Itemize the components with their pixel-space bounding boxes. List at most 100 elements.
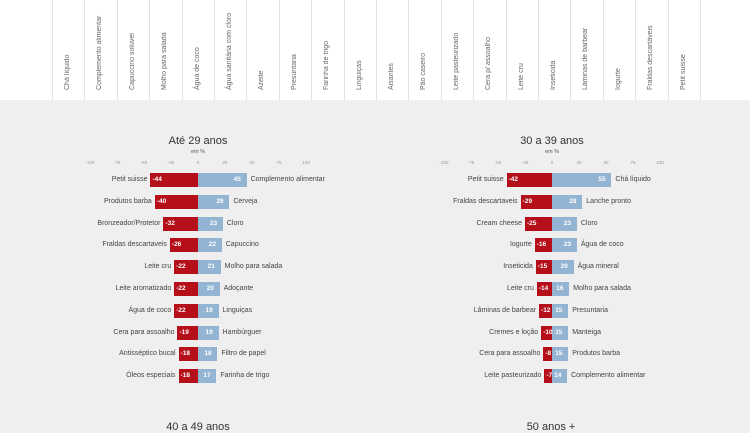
axis-tick-label: 0 xyxy=(196,160,200,165)
category-label-positive: Adoçante xyxy=(223,285,254,292)
bar-positive-value: 21 xyxy=(207,263,215,271)
bar-positive xyxy=(552,303,569,318)
top-grid-line xyxy=(505,0,507,100)
category-label-negative: Iogurte xyxy=(509,241,532,249)
category-label-positive: Hambúrguer xyxy=(222,328,262,336)
bar-positive-value: 15 xyxy=(555,350,563,358)
category-label-negative: Produtos barba xyxy=(103,197,152,205)
bar-negative xyxy=(174,282,198,296)
category-label-positive: Molho para salada xyxy=(573,285,631,292)
top-label: Chá líquido xyxy=(64,54,71,90)
bar-negative-value: -22 xyxy=(176,285,186,292)
bar-negative-value: -22 xyxy=(176,263,186,271)
axis-tick-label: -100 xyxy=(439,160,449,165)
bar-negative xyxy=(525,216,552,231)
category-label-positive: Complemento alimentar xyxy=(571,372,646,380)
category-label-negative: Fraldas descartaveis xyxy=(102,241,167,249)
top-grid-line xyxy=(214,0,215,100)
category-label-positive: Presuntaria xyxy=(572,306,608,314)
category-label-positive: Produtos barba xyxy=(572,350,621,358)
axis-tick-label: 75 xyxy=(630,160,636,165)
top-label: Inseticida xyxy=(550,60,557,90)
top-axis-panel: Chá líquido Complemento alimentar Capuccin… xyxy=(0,0,750,100)
axis-tick-label: -100 xyxy=(85,160,95,165)
bar-positive xyxy=(198,325,219,340)
top-label: Água sanitária com cloro xyxy=(226,12,233,90)
bar-positive xyxy=(552,194,583,209)
axis-tick-label: -75 xyxy=(467,160,475,165)
bar-negative-value: -14 xyxy=(538,285,549,292)
bar-negative xyxy=(174,260,198,275)
bar-negative xyxy=(154,194,198,209)
top-grid-line xyxy=(116,0,118,100)
category-label-positive: Cloro xyxy=(580,219,598,227)
bar-positive-value: 22 xyxy=(208,241,216,249)
bar-positive xyxy=(552,325,569,340)
top-label: Farinha de trigo xyxy=(323,40,331,90)
top-label: Fraldas descartáveis xyxy=(647,25,655,90)
bar-negative xyxy=(178,347,198,362)
chart-title: Até 29 anos xyxy=(168,135,228,147)
chart-subtitle: em % xyxy=(190,149,206,155)
top-label: Iogurte xyxy=(614,68,622,90)
bar-negative-value: -15 xyxy=(537,263,548,271)
axis-tick-label: 50 xyxy=(603,160,609,165)
top-label: Azeite xyxy=(258,70,266,90)
top-label: Petit suisse xyxy=(679,54,687,90)
bar-negative-value: -18 xyxy=(180,350,190,358)
top-label: Complemento alimentar xyxy=(96,15,104,90)
bar-positive xyxy=(198,194,230,209)
bar-positive-value: 15 xyxy=(555,306,563,314)
axis-tick-label: 0 xyxy=(550,160,554,165)
category-label-negative: Cremes e loção xyxy=(489,328,539,336)
bar-positive-value: 16 xyxy=(556,285,564,292)
bar-positive-value: 23 xyxy=(209,219,218,227)
bar-positive xyxy=(552,260,574,275)
top-grid-line xyxy=(538,0,539,100)
axis-tick-label: -50 xyxy=(140,160,148,165)
bar-positive-value: 19 xyxy=(205,306,213,314)
category-label-negative: Leite cru xyxy=(144,263,172,271)
category-label-positive: Água mineral xyxy=(577,263,619,271)
top-label: Leite pasteurizado xyxy=(452,32,460,90)
bar-negative xyxy=(543,347,552,362)
bar-positive xyxy=(198,303,219,318)
top-grid-line xyxy=(181,0,183,100)
next-chart-title-right: 50 anos + xyxy=(526,421,576,433)
bar-negative xyxy=(178,369,198,384)
bar-negative-value: -10 xyxy=(543,328,553,336)
top-label: Linguiças xyxy=(355,60,363,90)
category-label-positive: Água de coco xyxy=(580,241,624,249)
top-grid-line xyxy=(149,0,151,100)
bar-negative xyxy=(539,303,552,318)
axis-tick-label: -50 xyxy=(494,160,502,165)
bar-negative xyxy=(150,173,198,187)
top-grid-line xyxy=(311,0,313,100)
category-label-negative: Cera para assoalho xyxy=(479,350,541,358)
bar-negative-value: -7 xyxy=(546,372,553,380)
category-label-negative: Leite cru xyxy=(507,285,534,292)
category-label-positive: Cloro xyxy=(226,219,244,227)
axis-tick-label: -25 xyxy=(167,160,175,165)
bar-positive xyxy=(552,347,569,362)
bar-negative xyxy=(177,325,198,340)
category-label-negative: Óleos especiais xyxy=(126,372,176,380)
axis-tick-label: -25 xyxy=(521,160,529,165)
top-label: Cera p/ assoalho xyxy=(485,37,493,90)
bar-negative-value: -12 xyxy=(541,306,551,314)
bar-negative xyxy=(174,303,198,318)
category-label-negative: Cream cheese xyxy=(476,219,522,227)
category-label-negative: Antisséptico bucal xyxy=(119,350,176,358)
axis-tick-label: 100 xyxy=(302,160,310,165)
bar-negative xyxy=(536,282,552,296)
bar-negative-value: -42 xyxy=(508,176,519,183)
bar-negative xyxy=(544,369,552,384)
category-label-positive: Filtro de papel xyxy=(221,350,266,358)
category-label-negative: Leite aromatizado xyxy=(115,285,172,292)
next-chart-title-left: 40 a 49 anos xyxy=(166,421,230,433)
category-label-positive: Chá líquido xyxy=(615,176,651,183)
top-grid-line xyxy=(440,0,442,100)
bar-positive xyxy=(552,282,570,296)
bar-positive-value: 20 xyxy=(206,285,214,292)
top-grid-line xyxy=(602,0,604,100)
